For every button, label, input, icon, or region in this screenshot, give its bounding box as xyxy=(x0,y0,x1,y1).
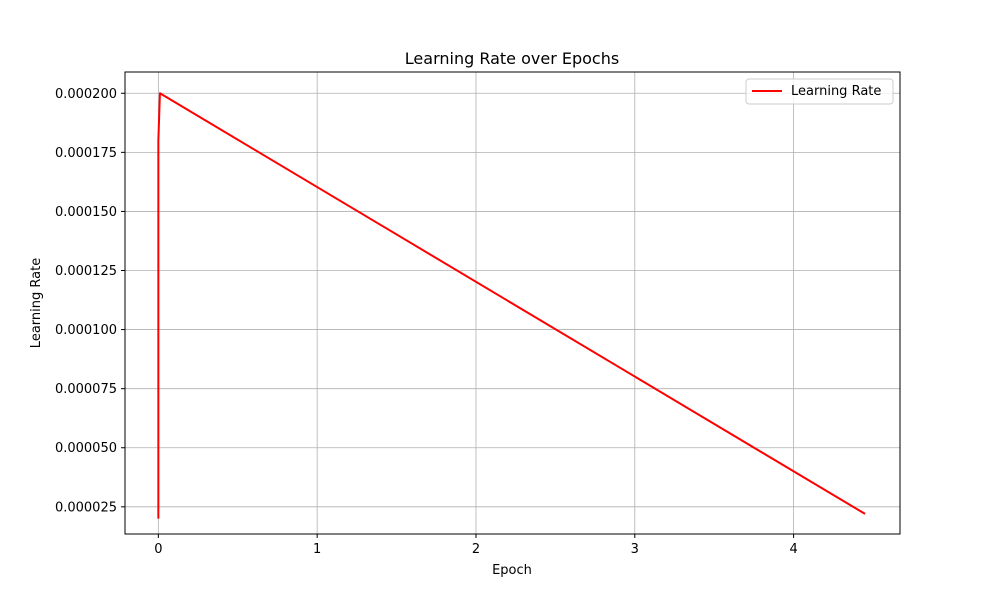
x-axis: 0 1 2 3 4 xyxy=(154,534,798,557)
y-tick-label: 0.000125 xyxy=(55,264,117,279)
y-tick-label: 0.000100 xyxy=(55,323,117,338)
y-tick-label: 0.000150 xyxy=(55,205,117,220)
y-tick-label: 0.000200 xyxy=(55,87,117,102)
legend-box xyxy=(745,78,894,105)
series-layer xyxy=(157,92,866,519)
x-tick-label: 0 xyxy=(154,542,162,557)
plot-area-frame xyxy=(124,71,901,535)
x-axis-label: Epoch xyxy=(492,563,532,578)
y-tick-label: 0.000175 xyxy=(55,146,117,161)
x-tick-label: 1 xyxy=(313,542,321,557)
x-tick-label: 2 xyxy=(472,542,480,557)
x-tick-label: 4 xyxy=(789,542,797,557)
y-axis-label: Learning Rate xyxy=(29,258,44,348)
legend-label: Learning Rate xyxy=(791,84,881,99)
chart-title: Learning Rate over Epochs xyxy=(405,49,619,68)
legend: Learning Rate xyxy=(745,78,894,105)
learning-rate-line xyxy=(157,92,866,519)
grid xyxy=(125,72,900,534)
y-tick-label: 0.000075 xyxy=(55,382,117,397)
y-tick-label: 0.000025 xyxy=(55,500,117,515)
x-tick-label: 3 xyxy=(631,542,639,557)
y-tick-label: 0.000050 xyxy=(55,441,117,456)
y-axis: 0.000025 0.000050 0.000075 0.000100 0.000125… xyxy=(55,87,125,515)
